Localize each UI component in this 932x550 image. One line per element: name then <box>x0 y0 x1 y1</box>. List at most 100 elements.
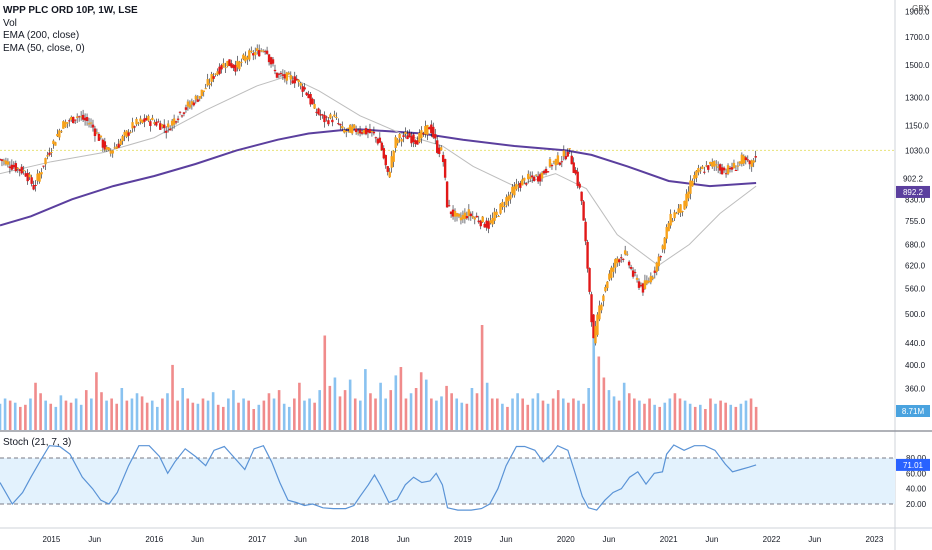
candle-body[interactable] <box>16 167 20 169</box>
candle-body[interactable] <box>590 294 593 323</box>
candle-body[interactable] <box>18 169 21 172</box>
candle-body[interactable] <box>398 133 401 139</box>
volume-bar[interactable] <box>196 403 200 430</box>
candle-body[interactable] <box>647 280 651 283</box>
candle-body[interactable] <box>291 80 294 84</box>
volume-bar[interactable] <box>171 364 174 430</box>
volume-bar[interactable] <box>587 388 590 430</box>
candle-body[interactable] <box>356 132 360 134</box>
volume-bar[interactable] <box>627 393 631 430</box>
volume-bar[interactable] <box>333 377 337 431</box>
candle-body[interactable] <box>305 92 308 96</box>
volume-bar[interactable] <box>232 390 235 430</box>
candle-body[interactable] <box>404 131 407 134</box>
candle-body[interactable] <box>115 146 118 149</box>
candle-body[interactable] <box>416 140 419 145</box>
candle-body[interactable] <box>451 209 455 217</box>
volume-bar[interactable] <box>145 402 149 430</box>
volume-bar[interactable] <box>115 403 119 430</box>
volume-bar[interactable] <box>561 398 565 431</box>
candle-body[interactable] <box>0 159 4 162</box>
volume-bar[interactable] <box>59 395 63 430</box>
candle-body[interactable] <box>275 72 279 78</box>
candle-body[interactable] <box>412 134 415 142</box>
candle-body[interactable] <box>461 214 465 220</box>
candle-body[interactable] <box>44 158 47 165</box>
volume-bar[interactable] <box>617 400 621 430</box>
candle-body[interactable] <box>180 115 184 117</box>
candle-body[interactable] <box>309 94 312 105</box>
candle-body[interactable] <box>311 98 314 104</box>
candle-body[interactable] <box>720 167 724 175</box>
volume-bar[interactable] <box>95 372 98 430</box>
volume-bar[interactable] <box>211 392 215 430</box>
candle-body[interactable] <box>439 147 443 151</box>
candle-body[interactable] <box>257 50 261 57</box>
candle-body[interactable] <box>497 215 500 217</box>
volume-bar[interactable] <box>277 390 281 430</box>
candle-body[interactable] <box>489 220 492 224</box>
ema50-line[interactable] <box>0 75 757 267</box>
volume-bar[interactable] <box>501 403 504 430</box>
candle-body[interactable] <box>683 200 686 210</box>
candle-body[interactable] <box>507 195 510 202</box>
candle-body[interactable] <box>437 147 441 154</box>
candle-body[interactable] <box>667 223 670 232</box>
candle-body[interactable] <box>273 69 277 72</box>
volume-bar[interactable] <box>592 335 596 431</box>
candle-body[interactable] <box>455 213 459 217</box>
candle-body[interactable] <box>487 221 490 229</box>
candle-body[interactable] <box>602 295 605 302</box>
candle-body[interactable] <box>287 72 291 75</box>
candle-body[interactable] <box>339 124 342 126</box>
candle-body[interactable] <box>141 120 144 124</box>
candle-body[interactable] <box>303 87 306 90</box>
candle-body[interactable] <box>346 127 350 129</box>
volume-bar[interactable] <box>267 393 271 430</box>
candle-body[interactable] <box>198 95 202 99</box>
candle-body[interactable] <box>333 114 336 117</box>
candle-body[interactable] <box>52 140 55 145</box>
candle-body[interactable] <box>600 304 603 311</box>
candle-body[interactable] <box>378 137 382 143</box>
candle-body[interactable] <box>744 157 748 160</box>
volume-bar[interactable] <box>221 406 225 430</box>
candle-body[interactable] <box>426 124 429 135</box>
volume-bar[interactable] <box>435 400 438 430</box>
candle-body[interactable] <box>754 156 757 158</box>
volume-bar[interactable] <box>242 398 245 431</box>
candle-body[interactable] <box>226 60 229 67</box>
candle-body[interactable] <box>329 114 332 119</box>
candle-body[interactable] <box>71 116 75 124</box>
candle-body[interactable] <box>534 174 538 176</box>
candle-body[interactable] <box>471 216 475 218</box>
candle-body[interactable] <box>277 73 281 75</box>
candle-body[interactable] <box>469 213 473 217</box>
candle-body[interactable] <box>382 148 385 159</box>
volume-bar[interactable] <box>556 390 560 430</box>
volume-bar[interactable] <box>714 403 717 430</box>
volume-bar[interactable] <box>673 393 677 430</box>
candle-body[interactable] <box>580 191 583 202</box>
candle-body[interactable] <box>170 120 174 126</box>
volume-bar[interactable] <box>298 382 301 430</box>
candle-body[interactable] <box>406 135 409 140</box>
candle-body[interactable] <box>643 280 647 289</box>
candle-body[interactable] <box>238 61 241 70</box>
candle-body[interactable] <box>79 116 83 118</box>
candle-body[interactable] <box>473 217 477 220</box>
volume-bar[interactable] <box>125 400 129 430</box>
volume-bar[interactable] <box>536 393 540 430</box>
candle-body[interactable] <box>639 285 643 287</box>
volume-bar[interactable] <box>343 390 347 430</box>
stoch-legend[interactable]: Stoch (21, 7, 3) <box>3 437 72 448</box>
candle-body[interactable] <box>230 63 233 68</box>
candle-body[interactable] <box>388 171 391 178</box>
candle-body[interactable] <box>707 165 710 170</box>
candle-body[interactable] <box>402 135 405 137</box>
candle-body[interactable] <box>42 165 45 167</box>
candle-body[interactable] <box>244 55 247 62</box>
candle-body[interactable] <box>596 314 599 335</box>
candle-body[interactable] <box>62 121 65 129</box>
candle-body[interactable] <box>714 164 718 166</box>
